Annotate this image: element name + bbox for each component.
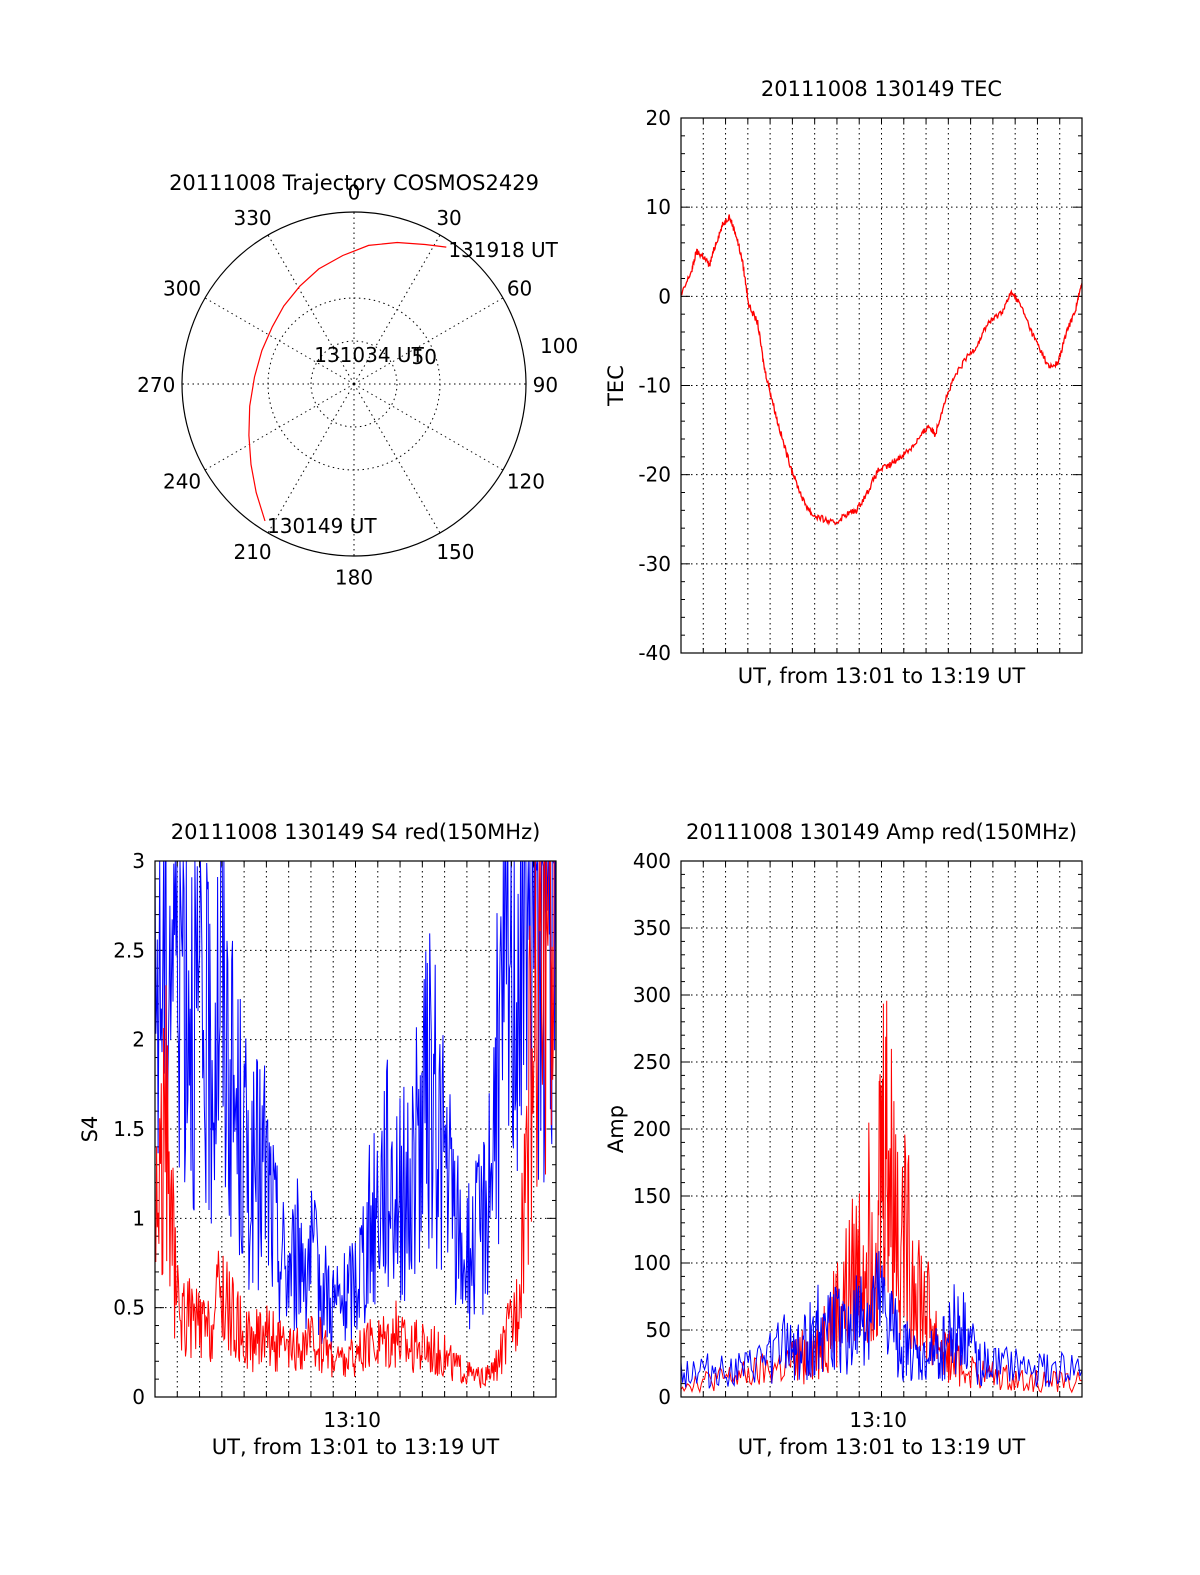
panel-trajectory: 0 30 60 90 120 150 180 210 240 270 300 330 50 100 1319… <box>137 171 578 590</box>
polar-ring <box>267 297 441 471</box>
radius-label: 50 <box>411 345 436 369</box>
x-tick-label: 13:10 <box>849 1408 907 1432</box>
x-axis-label: UT, from 13:01 to 13:19 UT <box>738 664 1026 688</box>
series-line-blue <box>681 1251 1082 1389</box>
azimuth-label: 240 <box>163 469 201 493</box>
panel-tec: 20 10 0 -10 -20 -30 -40 20111008 130149 TEC UT, … <box>604 77 1083 688</box>
y-tick-label: 2.5 <box>113 938 145 962</box>
y-tick-label: -40 <box>638 641 671 665</box>
trajectory-end-label: 131918 UT <box>448 238 558 262</box>
polar-spoke <box>353 234 441 385</box>
azimuth-label: 120 <box>507 469 545 493</box>
azimuth-label: 180 <box>335 566 373 590</box>
series-line-red <box>681 214 1082 526</box>
x-axis-label: UT, from 13:01 to 13:19 UT <box>738 1435 1026 1459</box>
azimuth-label: 0 <box>348 180 361 204</box>
y-tick-label: 20 <box>646 106 671 130</box>
polar-spoke <box>204 383 355 471</box>
y-tick-label: 50 <box>646 1318 671 1342</box>
y-tick-label: 300 <box>633 983 671 1007</box>
y-tick-label: 0 <box>658 284 671 308</box>
polar-spoke <box>267 383 355 534</box>
y-tick-label: -20 <box>638 463 671 487</box>
y-tick-label: 10 <box>646 195 671 219</box>
radius-label: 100 <box>540 334 578 358</box>
polar-spoke <box>267 234 355 385</box>
chart-title: 20111008 130149 TEC <box>761 77 1002 101</box>
y-tick-label: 0 <box>658 1385 671 1409</box>
x-tick-label: 13:10 <box>323 1408 381 1432</box>
y-tick-label: 350 <box>633 916 671 940</box>
panel-amp: 0 50 100 150 200 250 300 350 400 20111008 130149 … <box>604 820 1083 1459</box>
azimuth-label: 90 <box>533 373 558 397</box>
y-tick-label: -10 <box>638 374 671 398</box>
y-tick-label: 1 <box>132 1206 145 1230</box>
y-tick-label: 0 <box>132 1385 145 1409</box>
trajectory-mid-label: 131034 UT <box>314 343 424 367</box>
azimuth-label: 60 <box>507 277 532 301</box>
azimuth-label: 210 <box>233 540 271 564</box>
y-tick-label: 0.5 <box>113 1296 145 1320</box>
y-tick-label: -30 <box>638 552 671 576</box>
polar-spoke <box>353 297 504 385</box>
chart-title: 20111008 130149 Amp red(150MHz) <box>686 820 1077 844</box>
x-axis-label: UT, from 13:01 to 13:19 UT <box>212 1435 500 1459</box>
chart-title: 20111008 Trajectory COSMOS2429 <box>169 171 539 195</box>
y-tick-label: 100 <box>633 1251 671 1275</box>
y-axis-label: TEC <box>604 365 628 407</box>
azimuth-label: 300 <box>163 277 201 301</box>
azimuth-label: 30 <box>436 206 461 230</box>
polar-ring <box>310 340 398 428</box>
y-tick-label: 1.5 <box>113 1117 145 1141</box>
azimuth-label: 150 <box>436 540 474 564</box>
chart-title: 20111008 130149 S4 red(150MHz) <box>171 820 541 844</box>
azimuth-label: 330 <box>233 206 271 230</box>
y-axis-label: Amp <box>604 1105 628 1153</box>
panel-s4: 0 0.5 1 1.5 2 2.5 3 20111008 130149 S4 red(150M… <box>78 820 557 1459</box>
y-tick-label: 400 <box>633 849 671 873</box>
y-axis-label: S4 <box>78 1116 102 1143</box>
y-tick-label: 3 <box>132 849 145 873</box>
azimuth-label: 270 <box>137 373 175 397</box>
y-tick-label: 200 <box>633 1117 671 1141</box>
y-tick-label: 2 <box>132 1028 145 1052</box>
polar-spoke <box>204 297 355 385</box>
trajectory-curve <box>248 241 447 522</box>
polar-outer-circle <box>181 211 527 557</box>
y-tick-label: 250 <box>633 1050 671 1074</box>
y-tick-label: 150 <box>633 1184 671 1208</box>
trajectory-start-label: 130149 UT <box>267 514 377 538</box>
series-line-red <box>155 861 556 1389</box>
series-line-blue <box>155 861 556 1351</box>
polar-spoke <box>353 383 441 534</box>
